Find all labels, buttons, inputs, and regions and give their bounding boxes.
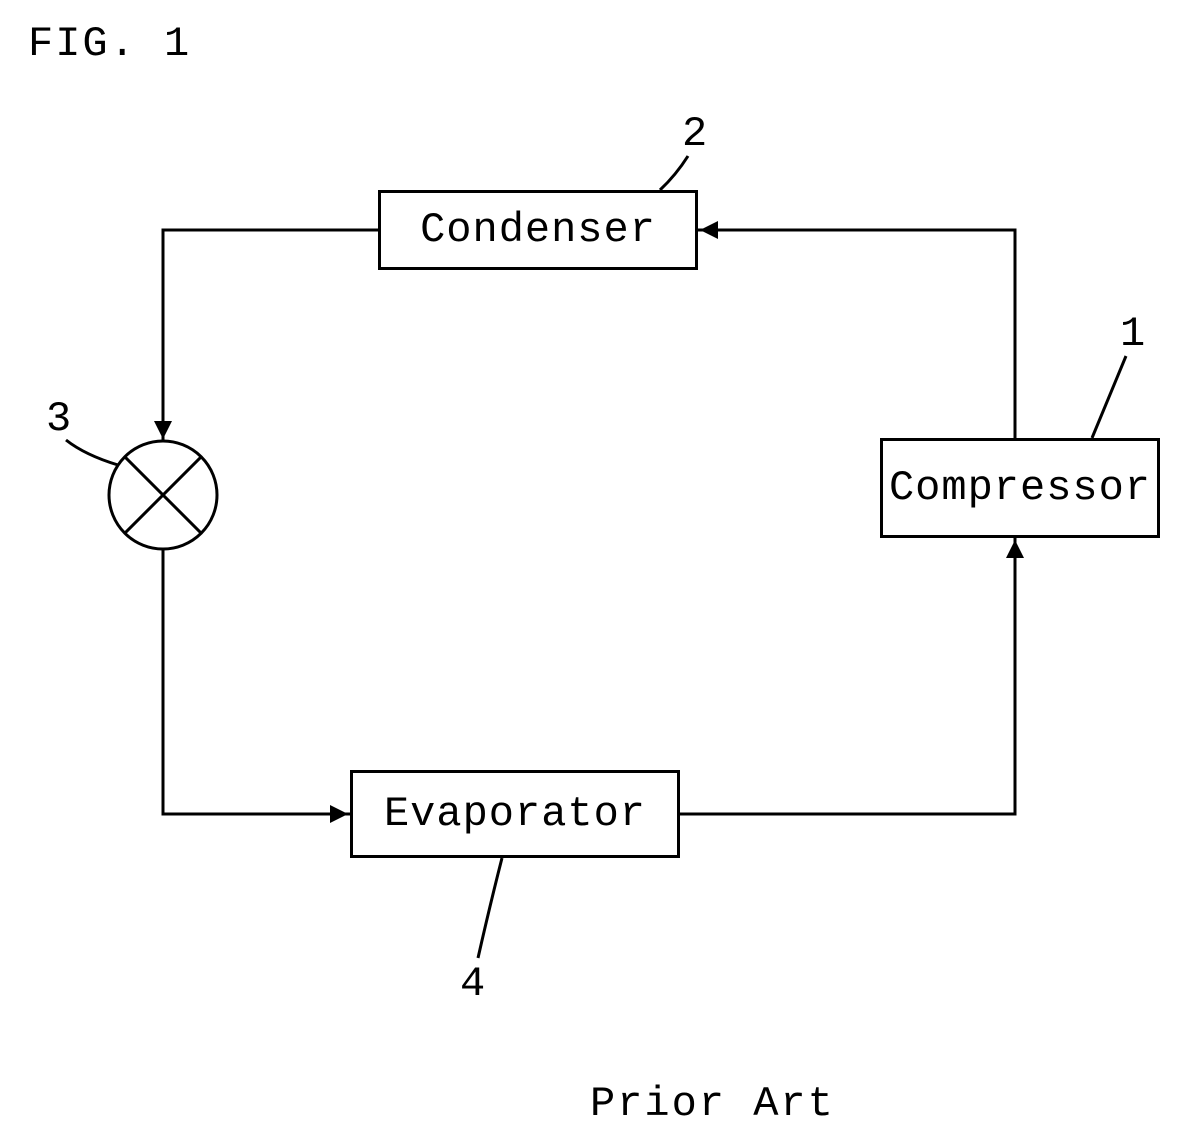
prior-art-label: Prior Art (590, 1080, 835, 1128)
condenser-ref-number: 2 (682, 110, 707, 158)
compressor-ref-number: 1 (1120, 310, 1145, 358)
refrigeration-cycle-diagram: FIG. 1 Condenser 2 Compressor 1 Evaporat… (0, 0, 1179, 1145)
compressor-label: Compressor (889, 464, 1151, 512)
valve-ref-number: 3 (46, 395, 71, 443)
condenser-label: Condenser (420, 206, 656, 254)
compressor-to-condenser (698, 230, 1015, 438)
evaporator-box: Evaporator (350, 770, 680, 858)
valve-to-evaporator (163, 549, 350, 814)
condenser-box: Condenser (378, 190, 698, 270)
condenser-to-valve (163, 230, 378, 441)
figure-title: FIG. 1 (28, 20, 191, 68)
evaporator-label: Evaporator (384, 790, 646, 838)
connection-lines (0, 0, 1179, 1145)
compressor-box: Compressor (880, 438, 1160, 538)
evaporator-to-compressor (680, 538, 1015, 814)
evaporator-ref-number: 4 (460, 960, 485, 1008)
